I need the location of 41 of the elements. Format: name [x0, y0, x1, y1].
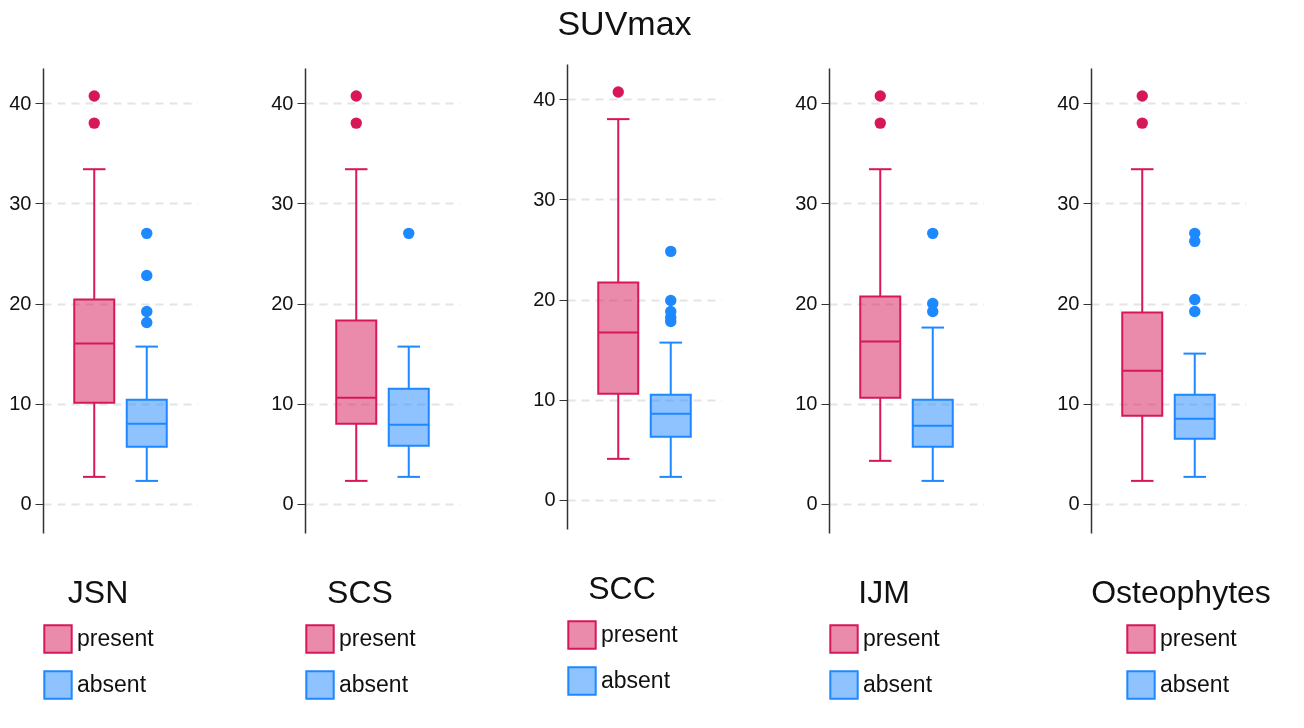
- y-tick-label: 20: [9, 292, 32, 315]
- legend-title: IJM: [858, 574, 910, 610]
- y-tick-label: 20: [795, 292, 818, 315]
- y-tick-label: 30: [271, 191, 294, 214]
- legend-label: present: [601, 621, 679, 647]
- legend-label: present: [77, 625, 155, 651]
- legend-label: absent: [77, 671, 147, 697]
- legend-label: absent: [339, 671, 409, 697]
- y-tick-label: 10: [795, 392, 818, 415]
- legend-title: SCS: [327, 574, 393, 610]
- y-tick-label: 20: [1057, 292, 1080, 315]
- y-tick-label: 0: [20, 492, 32, 515]
- y-tick-label: 10: [9, 392, 32, 415]
- y-tick-label: 10: [271, 392, 294, 415]
- legend-label: present: [339, 625, 417, 651]
- legend-label: present: [1160, 625, 1238, 651]
- y-tick-label: 30: [795, 191, 818, 214]
- legend-title: JSN: [67, 574, 129, 610]
- y-tick-label: 40: [9, 91, 32, 114]
- y-tick-label: 20: [271, 292, 294, 315]
- y-tick-label: 0: [806, 492, 818, 515]
- chart-title: SUVmax: [557, 4, 692, 42]
- y-tick-label: 30: [533, 187, 556, 210]
- legend-label: absent: [1160, 671, 1230, 697]
- y-tick-label: 40: [795, 91, 818, 114]
- y-tick-label: 30: [1057, 191, 1080, 214]
- y-tick-label: 40: [533, 87, 556, 110]
- legend-title: SCC: [588, 570, 656, 606]
- y-tick-label: 0: [1068, 492, 1080, 515]
- legend-label: absent: [601, 667, 671, 693]
- y-tick-label: 0: [544, 488, 556, 511]
- y-tick-label: 40: [1057, 91, 1080, 114]
- y-tick-label: 30: [9, 191, 32, 214]
- legend-title: Osteophytes: [1091, 574, 1271, 610]
- legend-label: present: [863, 625, 941, 651]
- y-tick-label: 0: [282, 492, 294, 515]
- y-tick-label: 10: [533, 388, 556, 411]
- y-tick-label: 10: [1057, 392, 1080, 415]
- y-tick-label: 20: [533, 288, 556, 311]
- legend-label: absent: [863, 671, 933, 697]
- y-tick-label: 40: [271, 91, 294, 114]
